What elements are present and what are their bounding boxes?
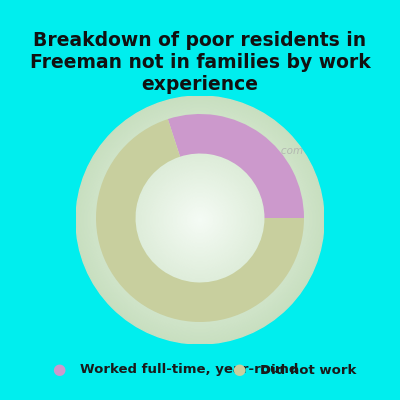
Circle shape xyxy=(154,174,246,266)
Circle shape xyxy=(147,167,253,273)
Circle shape xyxy=(189,209,211,231)
Circle shape xyxy=(92,112,308,328)
Text: ●: ● xyxy=(52,362,65,378)
Circle shape xyxy=(170,190,230,250)
Circle shape xyxy=(130,150,270,290)
Circle shape xyxy=(168,188,232,252)
Circle shape xyxy=(112,132,288,308)
Circle shape xyxy=(108,128,292,312)
Circle shape xyxy=(90,110,310,330)
Circle shape xyxy=(115,135,285,305)
Circle shape xyxy=(127,147,273,293)
Circle shape xyxy=(135,155,265,285)
Circle shape xyxy=(152,172,248,268)
Circle shape xyxy=(110,130,290,310)
Circle shape xyxy=(136,156,264,284)
Circle shape xyxy=(93,113,307,327)
Circle shape xyxy=(116,136,284,304)
Circle shape xyxy=(118,138,282,302)
Circle shape xyxy=(87,107,313,333)
Circle shape xyxy=(119,139,281,301)
Circle shape xyxy=(178,198,222,242)
Circle shape xyxy=(138,158,262,282)
Circle shape xyxy=(161,181,239,259)
Circle shape xyxy=(96,116,304,324)
Text: City-Data.com: City-Data.com xyxy=(230,146,304,156)
Circle shape xyxy=(104,124,296,316)
Circle shape xyxy=(101,121,299,319)
Circle shape xyxy=(133,153,267,287)
Text: Did not work: Did not work xyxy=(260,364,356,376)
Circle shape xyxy=(149,169,251,271)
Circle shape xyxy=(78,98,322,342)
Circle shape xyxy=(191,211,209,229)
Circle shape xyxy=(175,195,225,245)
Circle shape xyxy=(174,194,226,246)
Circle shape xyxy=(76,96,324,344)
Circle shape xyxy=(81,101,319,339)
Circle shape xyxy=(172,192,228,248)
Circle shape xyxy=(88,108,312,332)
Circle shape xyxy=(107,127,293,313)
Circle shape xyxy=(194,214,206,226)
Circle shape xyxy=(183,203,217,237)
Circle shape xyxy=(82,102,318,338)
Circle shape xyxy=(177,197,223,243)
Circle shape xyxy=(146,166,254,274)
Circle shape xyxy=(186,206,214,234)
Circle shape xyxy=(160,180,240,260)
Circle shape xyxy=(188,208,212,232)
Wedge shape xyxy=(168,114,304,218)
Circle shape xyxy=(84,104,316,336)
Text: ●: ● xyxy=(232,362,245,378)
Circle shape xyxy=(192,212,208,228)
Circle shape xyxy=(195,215,205,225)
Circle shape xyxy=(124,144,276,296)
Circle shape xyxy=(144,164,256,276)
Circle shape xyxy=(140,160,260,280)
Circle shape xyxy=(155,175,245,265)
Text: Breakdown of poor residents in
Freeman not in families by work
experience: Breakdown of poor residents in Freeman n… xyxy=(30,30,370,94)
Circle shape xyxy=(113,133,287,307)
Circle shape xyxy=(106,126,294,314)
Circle shape xyxy=(143,163,257,277)
Circle shape xyxy=(181,202,218,238)
Circle shape xyxy=(150,170,250,270)
Wedge shape xyxy=(96,119,304,322)
Circle shape xyxy=(157,177,243,264)
Circle shape xyxy=(198,218,202,222)
Circle shape xyxy=(129,149,271,291)
Circle shape xyxy=(132,152,268,288)
Circle shape xyxy=(85,105,315,335)
Circle shape xyxy=(180,200,220,240)
Circle shape xyxy=(169,189,231,251)
Circle shape xyxy=(122,142,278,298)
Circle shape xyxy=(102,122,298,318)
Circle shape xyxy=(126,146,274,294)
Circle shape xyxy=(158,178,242,262)
Circle shape xyxy=(99,119,301,321)
Circle shape xyxy=(197,217,203,223)
Circle shape xyxy=(166,186,234,254)
Circle shape xyxy=(98,118,302,322)
Circle shape xyxy=(184,204,216,236)
Circle shape xyxy=(163,183,237,257)
Text: Worked full-time, year-round: Worked full-time, year-round xyxy=(80,364,298,376)
Circle shape xyxy=(121,141,279,299)
Circle shape xyxy=(141,161,259,279)
Circle shape xyxy=(95,115,306,326)
Circle shape xyxy=(79,99,321,341)
Circle shape xyxy=(164,184,236,256)
